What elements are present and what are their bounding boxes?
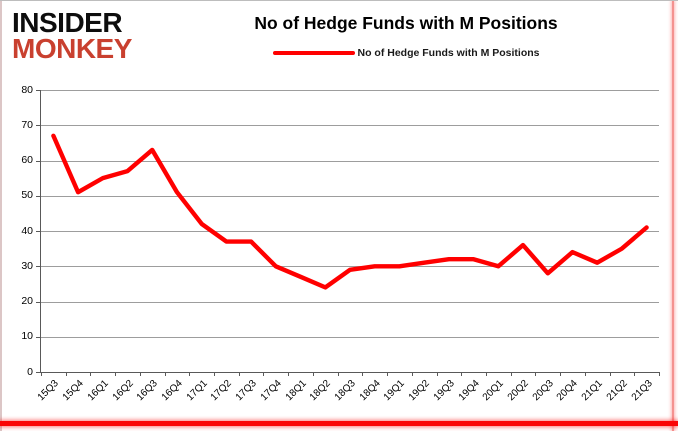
x-axis-tick <box>510 372 512 376</box>
y-axis-tick <box>36 266 41 268</box>
legend-label: No of Hedge Funds with M Positions <box>357 47 540 59</box>
x-axis-tick <box>312 372 314 376</box>
left-edge-line <box>0 1 2 431</box>
x-axis-tick <box>461 372 463 376</box>
x-axis-tick <box>214 372 216 376</box>
y-axis-tick <box>36 231 41 232</box>
x-axis-tick <box>164 372 166 376</box>
y-axis-label: 50 <box>21 189 33 202</box>
legend: No of Hedge Funds with M Positions <box>272 47 540 59</box>
x-axis-tick <box>659 372 660 376</box>
gridline <box>41 195 659 197</box>
y-axis-label: 40 <box>21 224 33 237</box>
x-axis-tick <box>288 372 290 376</box>
chart-title: No of Hedge Funds with M Positions <box>254 13 558 33</box>
gridline <box>41 336 659 338</box>
x-axis-tick <box>238 372 240 376</box>
y-axis-label: 70 <box>21 118 33 131</box>
bottom-red-bar <box>0 421 678 426</box>
series-line-chart <box>51 133 649 290</box>
insider-monkey-logo: INSIDER MONKEY <box>12 7 132 65</box>
y-axis-label: 80 <box>21 83 33 96</box>
y-axis-tick <box>36 90 41 91</box>
x-axis-tick <box>90 372 92 376</box>
y-axis-tick <box>36 336 41 338</box>
gridline <box>41 231 659 232</box>
x-axis-line <box>41 372 659 373</box>
x-axis-tick <box>387 372 389 376</box>
y-axis-tick <box>36 195 41 197</box>
x-axis-tick <box>337 372 339 376</box>
gridline <box>41 125 659 127</box>
plot-area: 0 10 20 30 40 50 60 70 80 15Q3 15Q4 16Q1 16Q2 16Q3 16Q… <box>21 84 660 403</box>
y-axis-tick <box>36 301 41 303</box>
y-axis-tick <box>36 372 41 373</box>
x-axis-tick <box>115 372 117 376</box>
x-axis-tick <box>560 372 562 376</box>
y-axis-label: 20 <box>21 295 33 307</box>
x-axis-tick <box>584 372 586 376</box>
x-axis-tick <box>411 372 413 376</box>
x-axis-tick <box>189 372 191 376</box>
x-axis-tick <box>139 372 141 376</box>
x-axis-tick <box>485 372 487 376</box>
y-axis-label: 30 <box>21 259 33 272</box>
gridline <box>41 266 659 268</box>
logo-line-insider: INSIDER <box>12 7 123 38</box>
y-axis-label: 60 <box>21 154 33 166</box>
x-axis-tick <box>634 372 636 376</box>
right-edge-line <box>672 1 674 431</box>
gridline <box>41 160 659 162</box>
chart-header: No of Hedge Funds with M Positions No of… <box>140 13 672 60</box>
x-axis-tick <box>609 372 611 376</box>
y-axis-label: 10 <box>21 330 33 343</box>
x-axis-tick <box>263 372 265 376</box>
gridline <box>41 90 659 91</box>
logo-line-monkey: MONKEY <box>12 33 132 65</box>
legend-key-line <box>272 51 355 55</box>
x-axis-tick <box>65 372 67 376</box>
series-polyline <box>51 133 649 290</box>
y-axis-tick <box>36 160 41 162</box>
y-axis-tick <box>36 125 41 127</box>
y-axis-label: 0 <box>27 365 33 378</box>
x-axis-tick <box>362 372 364 376</box>
x-axis-tick <box>436 372 438 376</box>
x-axis-tick <box>41 372 42 376</box>
x-axis-tick <box>535 372 537 376</box>
gridline <box>41 301 659 303</box>
